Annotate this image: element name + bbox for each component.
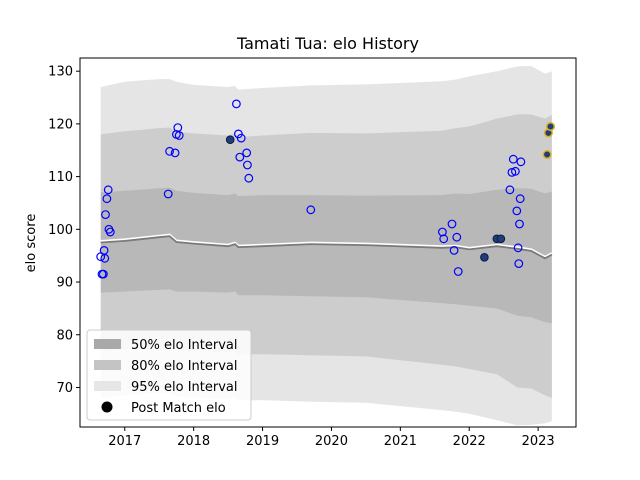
legend-swatch bbox=[94, 381, 121, 391]
data-point bbox=[242, 160, 252, 170]
x-tick-label: 2022 bbox=[453, 434, 486, 449]
post-match-points bbox=[96, 99, 556, 279]
data-point bbox=[542, 149, 552, 160]
x-axis: 2017 2018 2019 2020 2021 2022 2023 bbox=[108, 427, 555, 449]
data-point bbox=[545, 121, 556, 132]
data-point bbox=[516, 157, 526, 167]
data-point bbox=[505, 185, 515, 195]
data-point bbox=[225, 135, 235, 144]
legend-label: 50% elo Interval bbox=[131, 338, 238, 353]
data-point bbox=[163, 189, 173, 199]
plot-frame bbox=[79, 57, 577, 428]
data-point bbox=[515, 194, 525, 204]
data-point bbox=[306, 205, 316, 215]
data-point bbox=[515, 219, 524, 229]
data-point bbox=[514, 259, 524, 269]
legend-label: Post Match elo bbox=[131, 401, 226, 416]
x-tick-label: 2017 bbox=[108, 434, 141, 449]
y-axis-label: elo score bbox=[24, 214, 39, 273]
data-point bbox=[174, 131, 184, 140]
data-point bbox=[447, 219, 457, 229]
data-point bbox=[244, 173, 254, 183]
data-point bbox=[242, 148, 252, 158]
legend-marker bbox=[101, 401, 113, 413]
y-tick-label: 80 bbox=[56, 328, 73, 343]
band-50 bbox=[100, 187, 552, 324]
data-point bbox=[507, 167, 517, 177]
data-point bbox=[231, 99, 241, 109]
data-point bbox=[452, 232, 462, 242]
y-tick-label: 70 bbox=[56, 381, 73, 396]
x-tick-label: 2018 bbox=[177, 434, 210, 449]
data-point bbox=[235, 152, 245, 162]
y-tick-label: 120 bbox=[48, 117, 73, 132]
legend-swatch bbox=[94, 360, 121, 370]
x-tick-label: 2023 bbox=[522, 434, 555, 449]
data-point bbox=[170, 148, 180, 158]
data-point bbox=[453, 267, 463, 276]
data-point bbox=[100, 253, 110, 263]
x-tick-label: 2019 bbox=[246, 434, 279, 449]
data-point bbox=[513, 243, 523, 253]
x-tick-label: 2021 bbox=[384, 434, 417, 449]
data-point bbox=[508, 154, 518, 164]
data-point bbox=[449, 245, 459, 255]
data-point bbox=[438, 227, 447, 237]
band-80 bbox=[100, 114, 552, 399]
x-tick-label: 2020 bbox=[315, 434, 348, 449]
y-tick-label: 90 bbox=[56, 276, 73, 291]
data-point bbox=[103, 185, 113, 195]
data-point bbox=[480, 252, 489, 262]
data-point bbox=[512, 206, 522, 216]
y-axis: 70 80 90 100 110 120 130 bbox=[48, 65, 80, 396]
data-point bbox=[165, 146, 175, 156]
data-point bbox=[496, 234, 506, 244]
legend-label: 80% elo Interval bbox=[131, 359, 238, 374]
data-point bbox=[102, 194, 112, 204]
data-point bbox=[98, 269, 108, 279]
y-tick-label: 100 bbox=[48, 223, 73, 238]
y-tick-label: 110 bbox=[48, 170, 73, 185]
data-point bbox=[236, 133, 246, 143]
legend-swatch bbox=[94, 339, 121, 349]
legend-box bbox=[86, 329, 252, 421]
chart-title: Tamati Tua: elo History bbox=[236, 34, 419, 53]
data-point bbox=[439, 234, 449, 244]
y-tick-label: 130 bbox=[48, 65, 73, 80]
legend-label: 95% elo Interval bbox=[131, 380, 238, 395]
data-point bbox=[105, 227, 115, 237]
legend: 50% elo Interval 80% elo Interval 95% elo … bbox=[86, 329, 252, 421]
data-point bbox=[101, 210, 110, 220]
data-point bbox=[511, 166, 520, 176]
